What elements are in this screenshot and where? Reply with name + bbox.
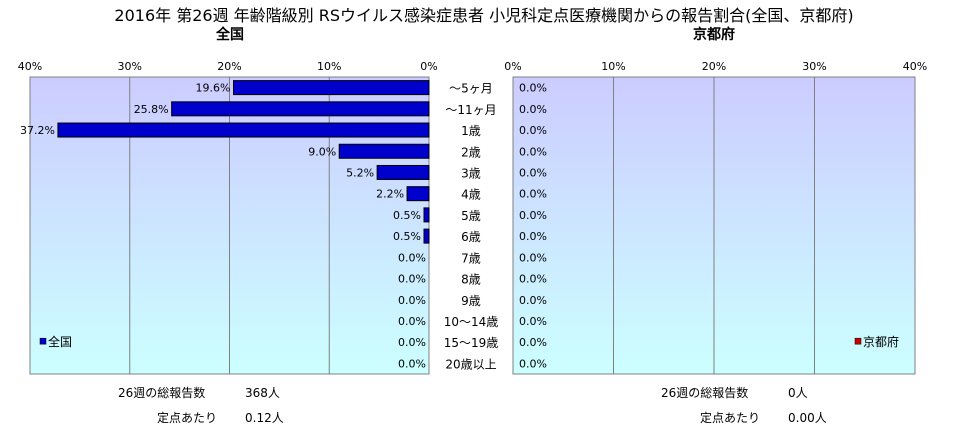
kyoto-data-label: 0.0%: [519, 357, 547, 370]
kyoto-legend-swatch: [854, 337, 862, 345]
national-data-label: 9.0%: [308, 145, 336, 158]
national-reports-value: 368人: [245, 386, 280, 400]
national-tick-label: 10%: [317, 60, 341, 73]
category-label: 7歳: [461, 251, 481, 265]
kyoto-tick-label: 0%: [504, 60, 521, 73]
kyoto-data-label: 0.0%: [519, 230, 547, 243]
kyoto-data-label: 0.0%: [519, 188, 547, 201]
category-label: 6歳: [461, 230, 481, 244]
category-label: 3歳: [461, 166, 481, 180]
national-data-label: 5.2%: [346, 166, 374, 179]
kyoto-data-label: 0.0%: [519, 294, 547, 307]
kyoto-data-label: 0.0%: [519, 166, 547, 179]
category-label: 10～14歳: [444, 315, 499, 329]
national-bar: [338, 143, 430, 159]
national-bar: [232, 80, 430, 96]
kyoto-data-label: 0.0%: [519, 336, 547, 349]
category-label: ～5ヶ月: [449, 82, 493, 96]
national-bar: [171, 101, 430, 117]
kyoto-tick-label: 20%: [702, 60, 726, 73]
kyoto-data-label: 0.0%: [519, 273, 547, 286]
kyoto-tick-label: 10%: [601, 60, 625, 73]
national-data-label: 0.0%: [398, 336, 426, 349]
national-tick-label: 30%: [118, 60, 142, 73]
national-data-label: 0.0%: [398, 251, 426, 264]
national-tick-label: 40%: [18, 60, 42, 73]
national-data-label: 0.0%: [398, 357, 426, 370]
kyoto-data-label: 0.0%: [519, 315, 547, 328]
chart-title: 2016年 第26週 年齢階級別 RSウイルス感染症患者 小児科定点医療機関から…: [114, 6, 854, 25]
kyoto-data-label: 0.0%: [519, 145, 547, 158]
national-data-label: 0.0%: [398, 294, 426, 307]
national-data-label: 2.2%: [376, 188, 404, 201]
national-legend-label: 全国: [48, 334, 72, 349]
national-data-label: 0.0%: [398, 273, 426, 286]
kyoto-data-label: 0.0%: [519, 82, 547, 95]
category-label: 1歳: [461, 124, 481, 138]
category-label: 2歳: [461, 145, 481, 159]
national-tick-label: 0%: [420, 60, 437, 73]
category-label: 4歳: [461, 188, 481, 202]
national-data-label: 19.6%: [196, 82, 231, 95]
national-tick-label: 20%: [217, 60, 241, 73]
category-label: ～11ヶ月: [445, 103, 496, 117]
national-data-label: 0.0%: [398, 315, 426, 328]
national-per-site-label: 定点あたり: [157, 411, 218, 425]
national-reports-label: 26週の総報告数: [118, 386, 206, 400]
national-data-label: 25.8%: [134, 103, 169, 116]
kyoto-data-label: 0.0%: [519, 251, 547, 264]
national-bar: [57, 122, 430, 138]
national-bar: [376, 164, 430, 180]
kyoto-panel-title: 京都府: [693, 27, 735, 43]
kyoto-tick-label: 30%: [802, 60, 826, 73]
kyoto-data-label: 0.0%: [519, 103, 547, 116]
category-labels: ～5ヶ月 ～11ヶ月 1歳 2歳 3歳 4歳 5歳 6歳 7歳 8歳 9歳 10～14歳 15～19歳 2…: [444, 82, 499, 372]
category-label: 8歳: [461, 273, 481, 287]
national-per-site-value: 0.12人: [245, 411, 284, 425]
kyoto-reports-value: 0人: [788, 386, 808, 400]
national-data-label: 37.2%: [20, 124, 55, 137]
national-bar: [423, 228, 430, 244]
national-data-label: 0.5%: [393, 230, 421, 243]
category-label: 20歳以上: [445, 357, 496, 371]
kyoto-tick-label: 40%: [903, 60, 927, 73]
kyoto-data-label: 0.0%: [519, 124, 547, 137]
national-bar: [423, 207, 430, 223]
category-label: 5歳: [461, 209, 481, 223]
national-bar: [406, 186, 430, 202]
national-legend-swatch: [39, 337, 47, 345]
kyoto-data-label: 0.0%: [519, 209, 547, 222]
national-chart: 40% 30% 20% 10% 0% 19.6% 25.8% 37.2% 9.0% 5.2%2.2…: [18, 60, 438, 374]
category-label: 15～19歳: [444, 336, 499, 350]
category-label: 9歳: [461, 294, 481, 308]
kyoto-per-site-label: 定点あたり: [700, 411, 761, 425]
national-panel-title: 全国: [216, 27, 244, 43]
kyoto-chart: 0% 10% 20% 30% 40% 0.0% 0.0% 0.0% 0.0% 0.0% 0.0% 0.…: [504, 60, 927, 374]
kyoto-per-site-value: 0.00人: [788, 411, 827, 425]
kyoto-reports-label: 26週の総報告数: [661, 386, 749, 400]
national-data-label: 0.5%: [393, 209, 421, 222]
kyoto-legend-label: 京都府: [863, 334, 899, 349]
